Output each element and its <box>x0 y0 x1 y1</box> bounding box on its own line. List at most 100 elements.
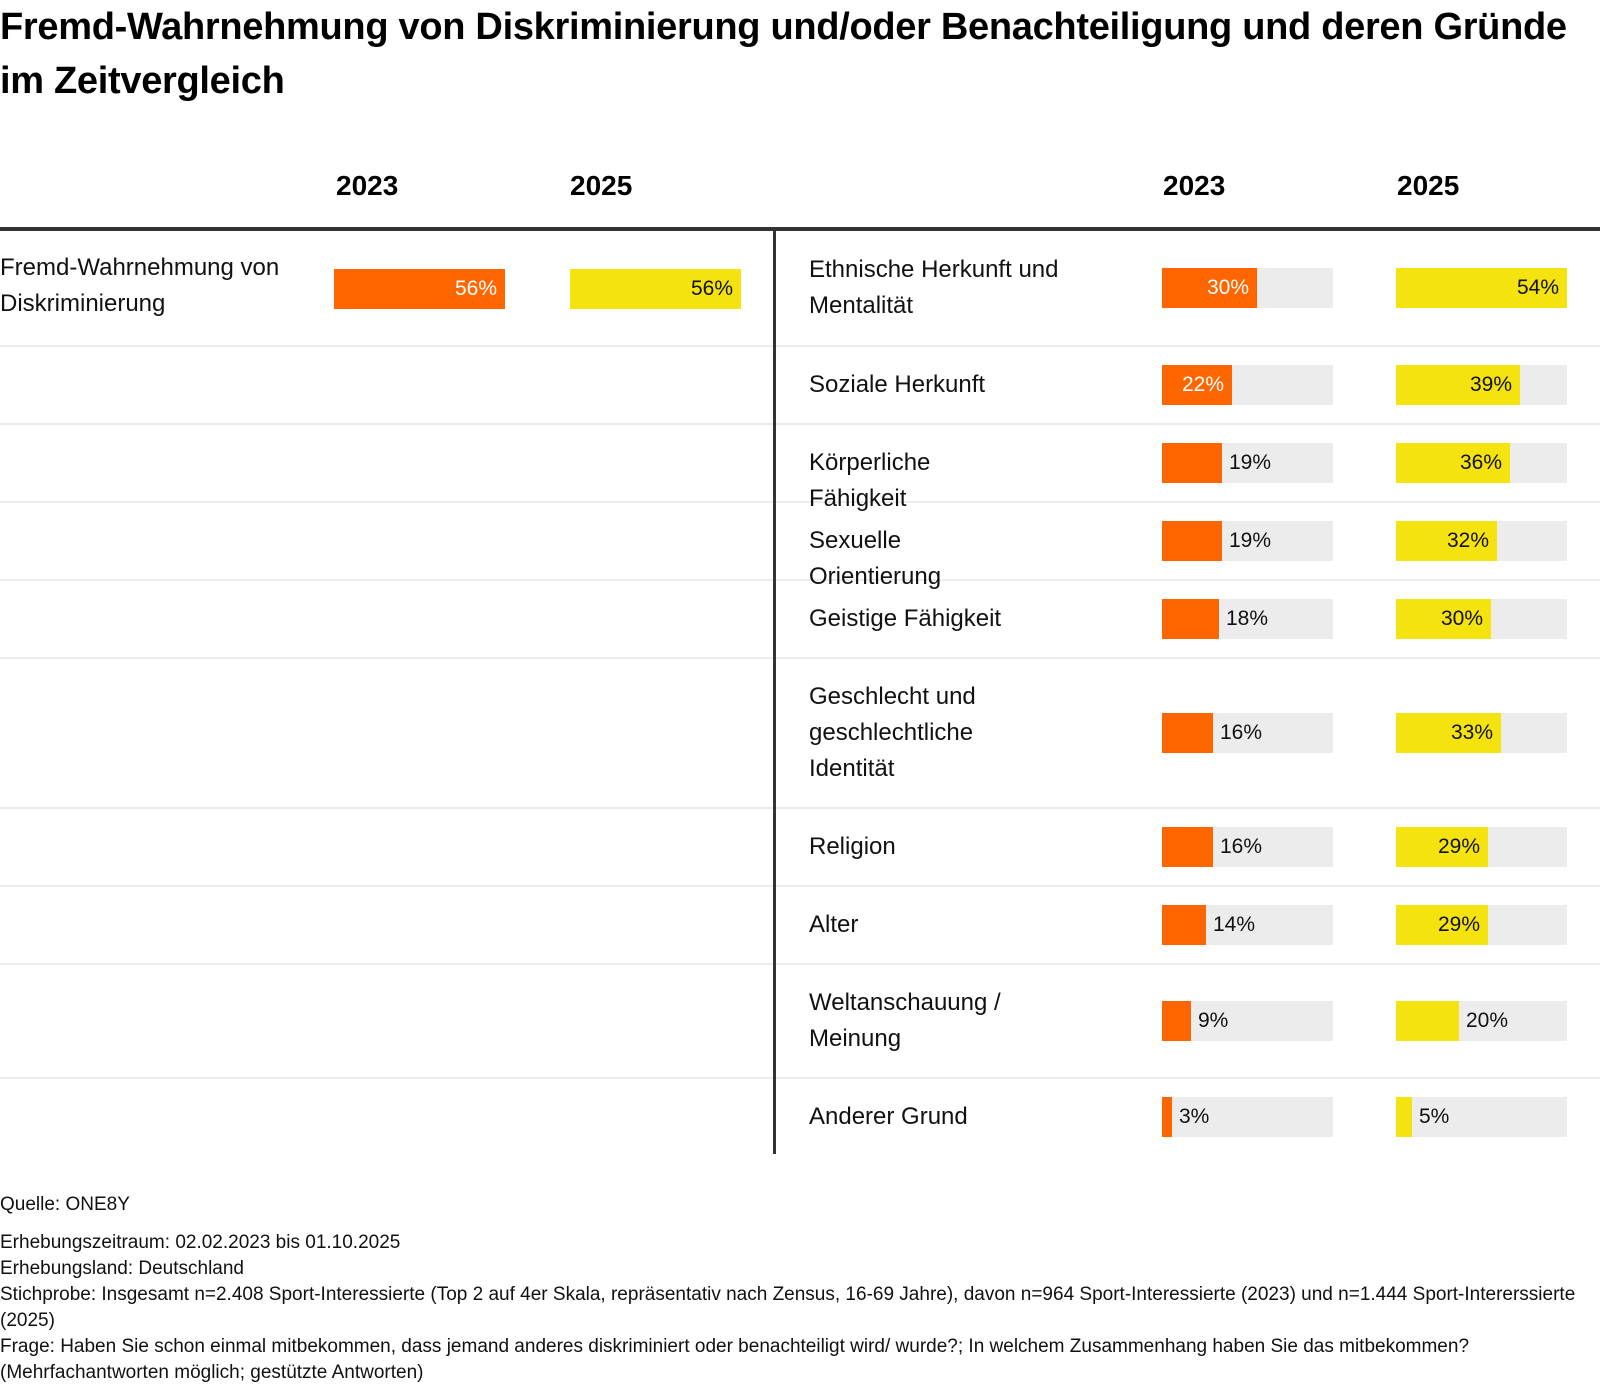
reason-bar-2023-value-label: 19% <box>1229 451 1272 474</box>
reason-bar-2023-track: 14% <box>1162 905 1333 945</box>
left-bar-2023-fill <box>334 269 505 309</box>
chart-title: Fremd-Wahrnehmung von Diskriminierung un… <box>0 6 1567 102</box>
footer-period: Erhebungszeitraum: 02.02.2023 bis 01.10.… <box>0 1232 401 1253</box>
right-row-separator <box>776 885 1600 887</box>
left-header-2025: 2025 <box>570 170 633 201</box>
reason-bar-2023-value-label: 30% <box>1206 276 1249 299</box>
reason-bar-2025-value-label: 54% <box>1516 276 1559 299</box>
reason-bar-2023-fill <box>1162 905 1206 945</box>
reason-bar-2023-track: 16% <box>1162 713 1333 753</box>
reason-bar-2025-track: 29% <box>1396 905 1567 945</box>
reason-bar-2025-value-label: 32% <box>1446 529 1489 552</box>
reason-bar-2023-value-label: 14% <box>1213 913 1256 936</box>
footer-sample: Stichprobe: Insgesamt n=2.408 Sport-Inte… <box>0 1284 1576 1331</box>
reason-bar-2023-value-label: 9% <box>1198 1009 1229 1032</box>
reason-bar-2025-fill <box>1396 713 1501 753</box>
left-bar-2023-value-label: 56% <box>454 277 497 300</box>
left-bar-2025-value-label: 56% <box>690 277 733 300</box>
reason-label: Anderer Grund <box>809 1103 968 1130</box>
reason-label: Alter <box>809 911 859 938</box>
column-divider <box>773 227 776 1154</box>
reason-bar-2023-track: 22% <box>1162 365 1333 405</box>
reason-bar-2025-track: 54% <box>1396 268 1567 308</box>
right-row-separator <box>776 963 1600 965</box>
reason-bar-2025-track: 32% <box>1396 521 1567 561</box>
reason-bar-2025-fill <box>1396 1001 1459 1041</box>
reason-bar-2025-value-label: 20% <box>1466 1009 1509 1032</box>
left-row-separator <box>0 423 773 425</box>
reason-bar-2025-value-label: 29% <box>1437 835 1480 858</box>
left-row-separator <box>0 501 773 503</box>
reason-bar-2025-value-label: 33% <box>1450 721 1493 744</box>
reason-bar-2025-value-label: 29% <box>1437 913 1480 936</box>
footer-source: Quelle: ONE8Y <box>0 1194 130 1215</box>
reason-bar-2023-track: 3% <box>1162 1097 1333 1137</box>
reason-bar-2023-fill <box>1162 827 1213 867</box>
reason-bar-2025-track: 36% <box>1396 443 1567 483</box>
reason-label: Körperliche Fähigkeit <box>809 449 931 512</box>
reason-bar-2023-fill <box>1162 365 1232 405</box>
reason-bar-2023-value-label: 19% <box>1229 529 1272 552</box>
right-row-separator <box>776 807 1600 809</box>
right-header-2025: 2025 <box>1397 170 1460 201</box>
reason-bar-2025-fill <box>1396 827 1488 867</box>
reason-bar-2023-track: 9% <box>1162 1001 1333 1041</box>
reason-bar-2023-track: 19% <box>1162 521 1333 561</box>
reason-label: Geistige Fähigkeit <box>809 605 1002 632</box>
reason-bar-2023-fill <box>1162 521 1222 561</box>
reason-label: Ethnische Herkunft und Mentalität <box>809 256 1059 319</box>
reason-bar-2025-fill <box>1396 521 1497 561</box>
reason-bar-2023-fill <box>1162 713 1213 753</box>
reason-bar-2023-fill <box>1162 268 1257 308</box>
right-header-2023: 2023 <box>1163 170 1226 201</box>
reason-bar-2025-fill <box>1396 365 1520 405</box>
left-row-separator <box>0 657 773 659</box>
reason-bar-2025-fill <box>1396 1097 1412 1137</box>
right-row-separator <box>776 579 1600 581</box>
right-row-separator <box>776 423 1600 425</box>
reason-bar-2023-value-label: 18% <box>1226 607 1269 630</box>
reason-bar-2023-track: 30% <box>1162 268 1333 308</box>
reason-bar-2025-fill <box>1396 905 1488 945</box>
reason-bar-2025-value-label: 39% <box>1469 373 1512 396</box>
right-row-separator <box>776 501 1600 503</box>
left-row-separator <box>0 579 773 581</box>
left-bar-2025-track: 56% <box>570 269 741 309</box>
footer-question: Frage: Haben Sie schon einmal mitbekomme… <box>0 1336 1470 1383</box>
reason-bar-2023-fill <box>1162 1001 1191 1041</box>
reason-label: Weltanschauung / Meinung <box>809 989 1001 1052</box>
reason-bar-2025-fill <box>1396 599 1491 639</box>
reason-bar-2025-track: 20% <box>1396 1001 1567 1041</box>
left-row-separator <box>0 345 773 347</box>
reason-bar-2025-value-label: 5% <box>1419 1105 1450 1128</box>
header-rule <box>0 227 1600 231</box>
reason-bar-2025-track: 5% <box>1396 1097 1567 1137</box>
reason-bar-2025-fill <box>1396 268 1567 308</box>
left-row-separator <box>0 963 773 965</box>
right-row-separator <box>776 345 1600 347</box>
reason-label: Soziale Herkunft <box>809 371 986 398</box>
reason-bar-2023-track: 18% <box>1162 599 1333 639</box>
left-bar-2025-fill <box>570 269 741 309</box>
reason-bar-2025-value-label: 30% <box>1440 607 1483 630</box>
left-row-separator <box>0 807 773 809</box>
reason-bar-2025-fill <box>1396 443 1510 483</box>
left-bar-2023-track: 56% <box>334 269 505 309</box>
reason-bar-2023-track: 16% <box>1162 827 1333 867</box>
reason-bar-2025-track: 39% <box>1396 365 1567 405</box>
reason-bar-2025-track: 30% <box>1396 599 1567 639</box>
reason-bar-2025-value-label: 36% <box>1459 451 1502 474</box>
reason-bar-2023-fill <box>1162 599 1219 639</box>
reason-bar-2023-value-label: 16% <box>1220 835 1263 858</box>
reason-label: Geschlecht und geschlechtliche Identität <box>809 683 976 782</box>
left-row-separator <box>0 1077 773 1079</box>
reason-bar-2023-value-label: 3% <box>1179 1105 1210 1128</box>
left-header-2023: 2023 <box>336 170 399 201</box>
footer-country: Erhebungsland: Deutschland <box>0 1258 245 1279</box>
right-row-separator <box>776 657 1600 659</box>
reason-bar-2023-value-label: 16% <box>1220 721 1263 744</box>
reason-bar-2023-value-label: 22% <box>1181 373 1224 396</box>
reason-bar-2023-track: 19% <box>1162 443 1333 483</box>
reason-bar-2025-track: 29% <box>1396 827 1567 867</box>
reason-bar-2025-track: 33% <box>1396 713 1567 753</box>
